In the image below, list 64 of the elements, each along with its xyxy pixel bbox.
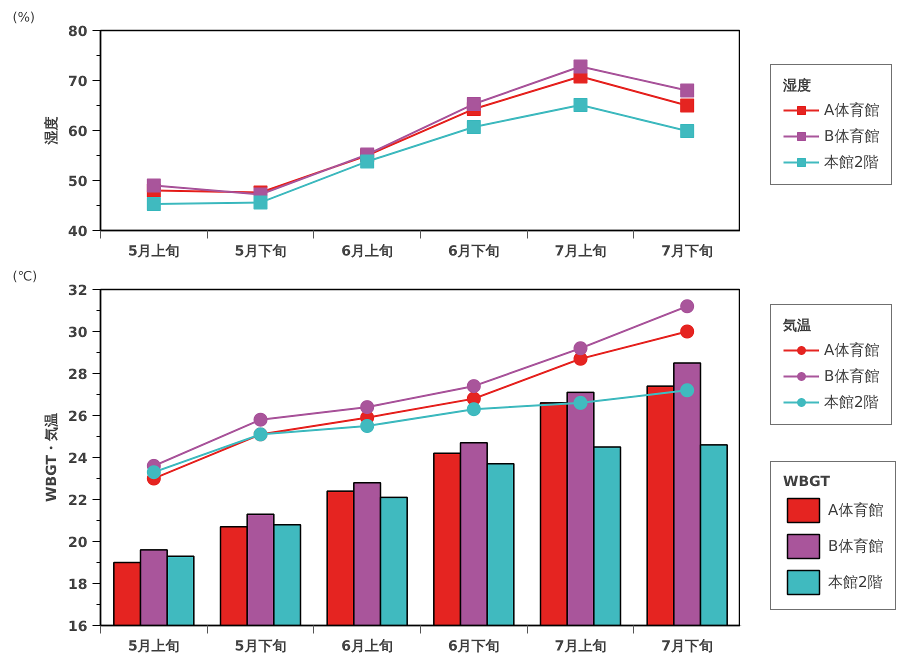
point xyxy=(680,98,694,112)
point xyxy=(574,341,588,356)
y-tick-label: 16 xyxy=(68,619,88,635)
point xyxy=(680,84,694,98)
x-tick-label: 5月上旬 xyxy=(128,244,180,260)
legend-label: 本館2階 xyxy=(828,572,883,592)
y-tick-label: 80 xyxy=(68,24,88,40)
y-tick-label: 60 xyxy=(68,124,88,140)
x-tick-label: 7月上旬 xyxy=(554,244,606,260)
x-tick-label: 5月上旬 xyxy=(128,638,180,654)
point xyxy=(466,402,481,416)
y-tick-label: 26 xyxy=(68,409,88,425)
y-tick-label: 70 xyxy=(68,74,88,90)
point xyxy=(146,465,161,480)
point xyxy=(146,178,161,192)
y-tick-label: 18 xyxy=(68,577,88,593)
y-tick-label: 28 xyxy=(68,367,88,383)
text: WBGT xyxy=(783,474,831,490)
y-tick-label: 30 xyxy=(68,325,88,341)
point xyxy=(574,60,588,74)
x-tick-label: 5月下旬 xyxy=(234,638,286,654)
point xyxy=(254,412,268,427)
point xyxy=(360,419,374,433)
legend-label: A体育館 xyxy=(824,100,880,120)
legend-label: B体育館 xyxy=(828,536,884,556)
text: (%) xyxy=(12,10,35,26)
y-tick-label: 20 xyxy=(68,535,88,551)
point xyxy=(574,396,588,410)
x-tick-label: 6月下旬 xyxy=(448,638,500,654)
point xyxy=(146,197,161,211)
x-tick-label: 5月下旬 xyxy=(234,244,286,260)
x-tick-label: 6月下旬 xyxy=(448,244,500,260)
legend-label: B体育館 xyxy=(824,126,880,146)
point xyxy=(466,97,481,111)
point xyxy=(680,124,694,138)
legend-label: B体育館 xyxy=(824,366,880,386)
legend-label: A体育館 xyxy=(824,340,880,360)
text: (℃) xyxy=(12,270,38,284)
point xyxy=(466,379,481,394)
point xyxy=(680,324,694,338)
legend-label: 本館2階 xyxy=(824,152,879,172)
y-axis-title: 湿度 xyxy=(43,116,60,146)
point xyxy=(360,154,374,168)
point xyxy=(574,98,588,112)
y-tick-label: 50 xyxy=(68,174,88,190)
y-tick-label: 32 xyxy=(68,283,88,299)
point xyxy=(254,196,268,210)
point xyxy=(680,383,694,398)
point xyxy=(680,299,694,314)
point xyxy=(466,120,481,134)
x-tick-label: 6月上旬 xyxy=(341,638,394,654)
x-tick-label: 7月下旬 xyxy=(661,244,714,260)
x-tick-label: 7月下旬 xyxy=(661,638,714,654)
x-tick-label: 6月上旬 xyxy=(341,244,394,260)
legend-title: 気温 xyxy=(783,317,812,335)
y-tick-label: 40 xyxy=(68,224,88,240)
y-tick-label: 22 xyxy=(68,493,88,509)
point xyxy=(360,400,374,414)
x-tick-label: 7月上旬 xyxy=(554,638,606,654)
legend-label: A体育館 xyxy=(828,500,884,520)
legend-title: 湿度 xyxy=(783,77,812,95)
y-axis-title: WBGT・気温 xyxy=(44,413,60,502)
legend-label: 本館2階 xyxy=(824,392,879,412)
y-tick-label: 24 xyxy=(68,451,88,467)
